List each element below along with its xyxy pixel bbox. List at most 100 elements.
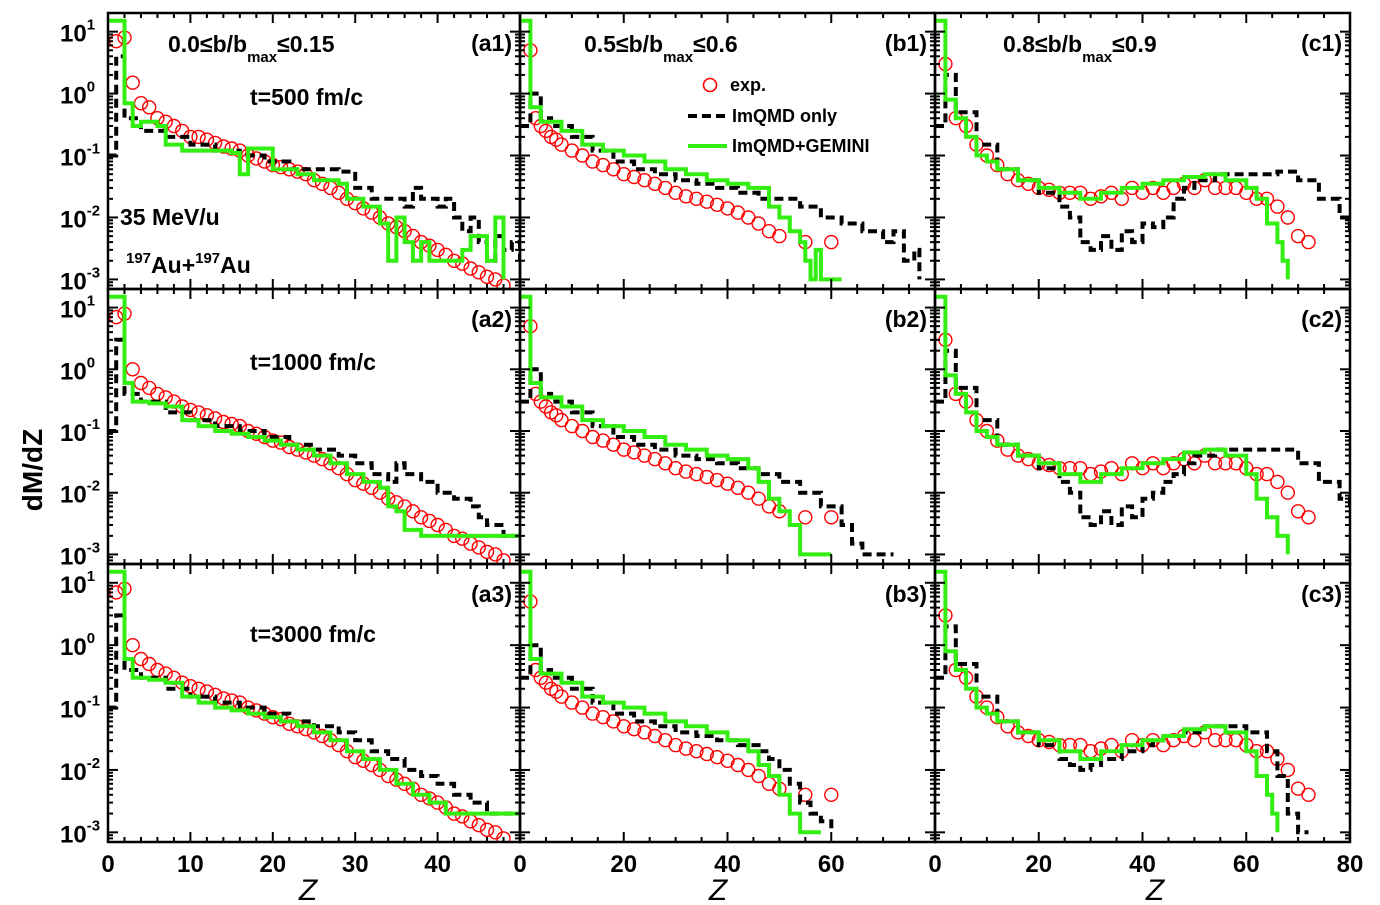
exp-point [471, 818, 486, 833]
exp-point [1166, 456, 1181, 471]
exp-point [585, 706, 600, 721]
exp-point [1156, 185, 1171, 201]
exp-point [1021, 451, 1036, 467]
centrality-b-lo: 0.5≤b/b [584, 31, 663, 57]
panel-id-label: (c1) [1301, 30, 1342, 56]
centrality-label-b: 0.5≤b/bmax≤0.6 [584, 31, 738, 66]
exp-point [751, 491, 766, 506]
exp-point [616, 442, 631, 457]
exp-point [463, 261, 478, 276]
exp-point [191, 129, 206, 145]
exp-point [658, 733, 673, 748]
exp-point [595, 433, 611, 448]
exp-point [290, 164, 305, 179]
x-axis-title-a: Z [298, 874, 319, 905]
exp-point [824, 510, 839, 525]
panel-a1: (a1) [106, 11, 522, 291]
legend-exp-label: exp. [730, 75, 766, 95]
y-tick-label: 101 [60, 568, 95, 599]
time-label-3000: t=3000 fm/c [250, 621, 376, 647]
x-tick-label: 0 [101, 851, 114, 878]
exp-point [709, 750, 725, 765]
x-tick-label: 40 [714, 851, 741, 878]
panel-a2: (a2) [106, 287, 522, 566]
exp-point [824, 234, 839, 250]
exp-point [720, 201, 735, 216]
exp-point [1021, 176, 1036, 192]
exp-point [1270, 474, 1285, 490]
panel-c3: (c3) [933, 562, 1352, 844]
y-tick-label: 100 [60, 354, 95, 385]
y-tick-label: 10-1 [60, 416, 100, 447]
exp-point [678, 189, 694, 204]
exp-point [720, 476, 735, 491]
exp-point [699, 194, 714, 209]
gemini-series [935, 18, 1290, 280]
exp-point [549, 132, 564, 147]
legend-imqmd-label: ImQMD only [732, 106, 837, 126]
exp-point [668, 737, 683, 753]
panel-b2: (b2) [518, 287, 937, 566]
gemini-series [520, 569, 821, 835]
panel-frame [106, 287, 522, 566]
exp-point [1270, 199, 1285, 214]
centrality-c-sub: max [1082, 49, 1113, 66]
exp-point [1280, 210, 1296, 225]
centrality-label-c: 0.8≤b/bmax≤0.9 [1003, 31, 1157, 66]
legend-exp-marker [702, 77, 718, 93]
y-axis-title: dM/dZ [17, 429, 48, 511]
panel-frame [518, 287, 937, 566]
exp-point [595, 710, 611, 725]
exp-point [549, 684, 564, 699]
gemini-series [108, 294, 520, 538]
imqmd-series [520, 643, 834, 833]
exp-point [479, 269, 495, 284]
panel-id-label: (b3) [885, 581, 927, 607]
exp-point [422, 513, 437, 529]
exp-point [709, 197, 725, 213]
panel-id-label: (a2) [471, 306, 512, 332]
exp-point [626, 169, 642, 185]
exp-point [689, 744, 704, 759]
system-e2: Au [220, 252, 251, 278]
x-tick-label: 30 [342, 851, 369, 878]
y-tick-label: 100 [60, 79, 95, 110]
centrality-a-hi: ≤0.15 [277, 31, 335, 57]
exp-point [496, 831, 511, 842]
exp-point [191, 405, 206, 420]
exp-point [479, 822, 495, 837]
gemini-series [108, 569, 520, 816]
exp-point [549, 408, 564, 423]
panel-a3: (a3) [106, 562, 522, 844]
exp-point [133, 95, 149, 111]
exp-point [637, 448, 652, 463]
x-tick-label: 10 [177, 851, 204, 878]
panel-frame [106, 562, 522, 844]
exp-point [668, 461, 683, 476]
exp-point [658, 456, 673, 471]
gemini-series [108, 18, 506, 280]
exp-point [689, 191, 704, 207]
exp-point [751, 216, 766, 231]
exp-point [585, 429, 600, 445]
exp-point [595, 157, 611, 173]
exp-point [824, 787, 839, 802]
imqmd-series [520, 367, 894, 557]
exp-point [1021, 728, 1036, 744]
legend-gemini-label: ImQMD+GEMINI [732, 136, 870, 156]
exp-point [668, 185, 683, 201]
y-tick-labels: 10110010-110-210-310110010-110-210-31011… [60, 17, 100, 849]
gemini-series [935, 294, 1290, 555]
x-tick-label: 0 [513, 851, 526, 878]
y-tick-label: 10-3 [60, 539, 100, 570]
y-tick-label: 10-2 [60, 202, 100, 233]
exp-point [471, 265, 486, 280]
exp-point [678, 741, 694, 756]
x-tick-label: 40 [424, 851, 451, 878]
time-label-1000: t=1000 fm/c [250, 349, 376, 375]
x-tick-label: 60 [818, 851, 845, 878]
x-axis-title-b: Z [708, 874, 729, 905]
exp-point [282, 439, 297, 455]
imqmd-series [108, 337, 520, 538]
exp-series [938, 56, 1316, 250]
